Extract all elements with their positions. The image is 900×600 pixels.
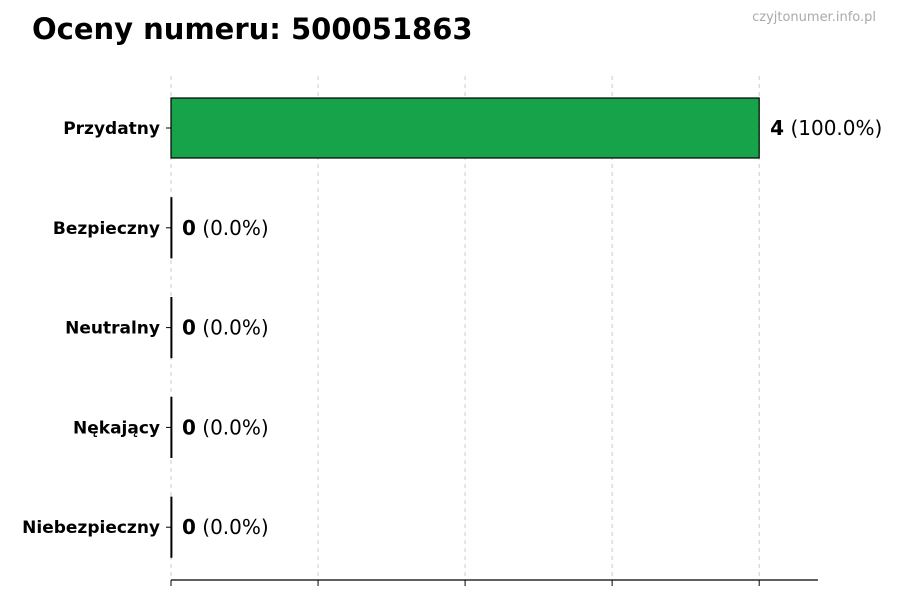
bar (170, 396, 173, 458)
data-label: 0 (0.0%) (182, 216, 269, 240)
data-label: 0 (0.0%) (182, 515, 269, 539)
category-label: Nękający (73, 418, 160, 438)
category-label: Niebezpieczny (22, 518, 160, 538)
value: 4 (770, 116, 784, 140)
category-label: Przydatny (63, 119, 160, 139)
watermark: czyjtonumer.info.pl (752, 10, 876, 25)
percentage: (0.0%) (196, 415, 269, 439)
percentage: (100.0%) (784, 116, 882, 140)
value: 0 (182, 415, 196, 439)
percentage: (0.0%) (196, 515, 269, 539)
value: 0 (182, 216, 196, 240)
bar (170, 496, 173, 558)
bar (170, 297, 173, 359)
category-label: Neutralny (65, 319, 160, 339)
data-label: 0 (0.0%) (182, 316, 269, 340)
value: 0 (182, 316, 196, 340)
data-label: 0 (0.0%) (182, 415, 269, 439)
percentage: (0.0%) (196, 316, 269, 340)
bar (170, 97, 760, 159)
bar (170, 197, 173, 259)
value: 0 (182, 515, 196, 539)
data-label: 4 (100.0%) (770, 116, 882, 140)
percentage: (0.0%) (196, 216, 269, 240)
category-label: Bezpieczny (53, 219, 160, 239)
chart-title: Oceny numeru: 500051863 (32, 12, 473, 46)
